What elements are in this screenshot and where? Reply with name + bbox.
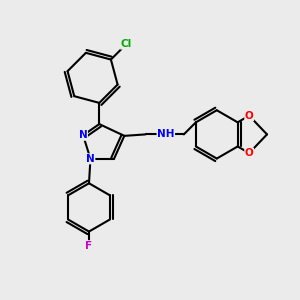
- Text: NH: NH: [157, 129, 175, 140]
- Text: O: O: [245, 111, 254, 121]
- Text: N: N: [79, 130, 88, 140]
- Text: O: O: [245, 148, 254, 158]
- Text: N: N: [86, 154, 95, 164]
- Text: F: F: [85, 241, 92, 251]
- Text: Cl: Cl: [121, 39, 132, 49]
